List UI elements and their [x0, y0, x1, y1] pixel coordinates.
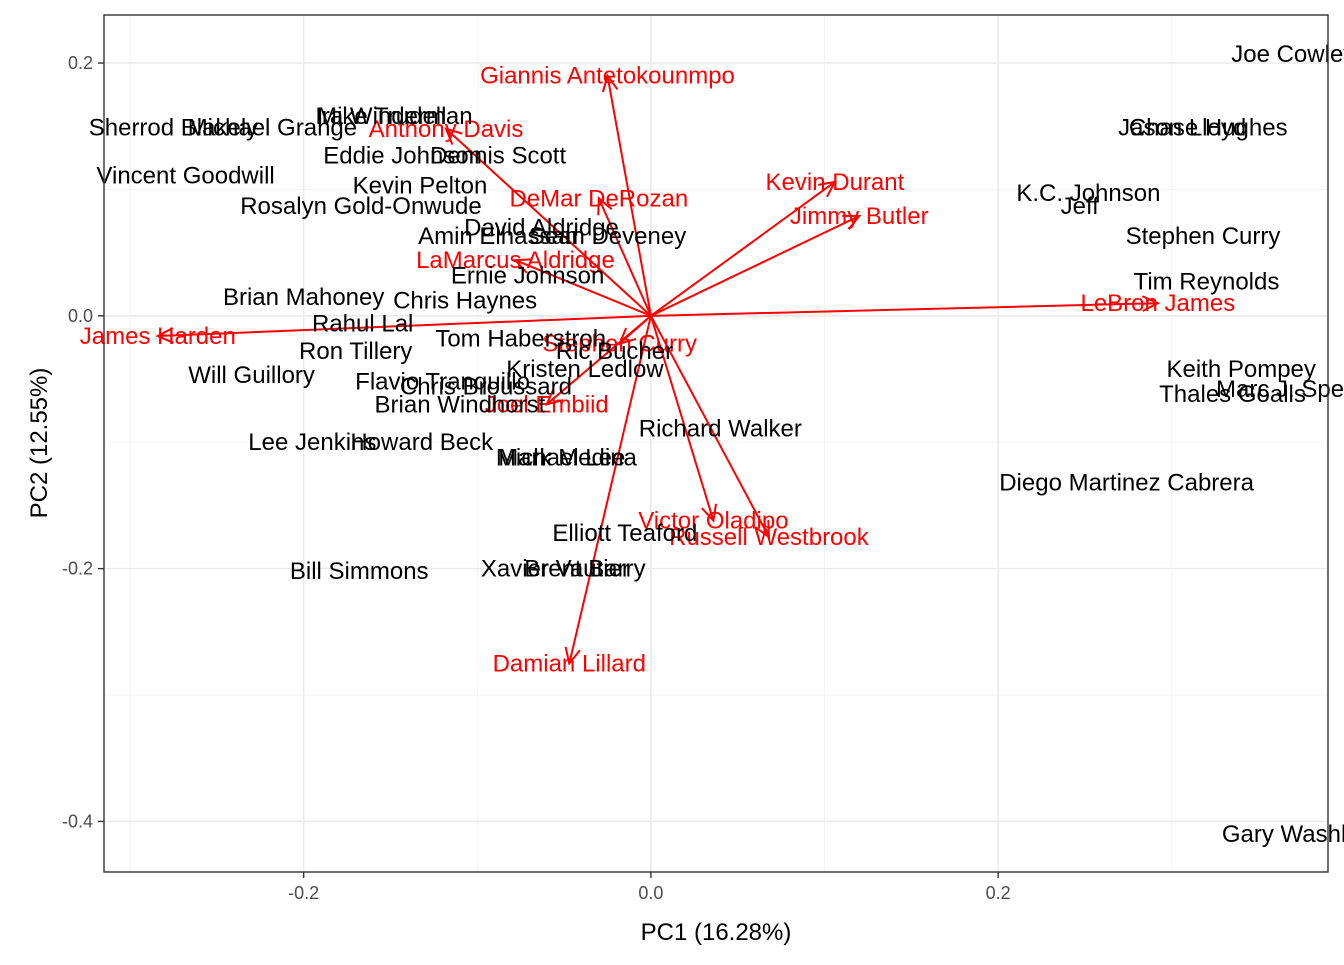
observation-label: Flavio Tranquillo — [355, 369, 530, 396]
loading-arrow — [597, 197, 652, 317]
x-tick-label: -0.2 — [288, 883, 319, 903]
observation-label: Stephen Curry — [1126, 223, 1281, 250]
observation-label: Bill Simmons — [290, 558, 429, 585]
observation-label: Joe Cowley — [1231, 41, 1344, 68]
loading-label: James Harden — [80, 323, 236, 350]
loading-arrowhead — [754, 520, 771, 540]
observation-label: Tim Reynolds — [1134, 269, 1280, 296]
loading-label: Anthony Davis — [369, 116, 524, 143]
loading-arrowhead — [597, 196, 613, 216]
loading-label: Stephen Curry — [542, 331, 697, 358]
observation-label: Kristen Ledlow — [506, 356, 664, 383]
observation-label: Michael Lee — [496, 444, 625, 471]
observation-label: Gary Washburn — [1222, 821, 1344, 848]
observation-label: Vincent Goodwill — [96, 163, 274, 190]
loading-arrow — [606, 75, 652, 317]
observation-label: Ira Winderman — [315, 103, 472, 130]
loading-arrowhead — [544, 388, 564, 406]
loading-arrow — [650, 315, 770, 538]
x-tick-label: 0.0 — [638, 883, 663, 903]
loading-arrows: Giannis Antetokounmpo Anthony Davis Kevin … — [80, 63, 1235, 678]
observation-label: Eddie Johnson — [323, 142, 482, 169]
loading-arrowhead — [601, 73, 619, 93]
loading-arrow — [650, 302, 1158, 317]
observation-label: Jason Lloyd — [1118, 114, 1246, 141]
loading-arrowhead — [444, 127, 463, 145]
observation-label: Mark Medina — [498, 444, 637, 471]
loading-arrowhead — [701, 503, 717, 523]
observation-label: Mike Trudell — [317, 103, 446, 130]
observation-label: Kevin Pelton — [353, 173, 488, 200]
loading-arrowhead — [155, 327, 174, 344]
loading-arrowhead — [564, 646, 581, 666]
loading-label: DeMar DeRozan — [509, 185, 688, 212]
y-tick-label: -0.2 — [62, 559, 93, 579]
observation-label: Ernie Johnson — [451, 262, 604, 289]
loading-label: Russell Westbrook — [669, 524, 870, 551]
observation-label: Ric Bucher — [556, 338, 673, 365]
axis-ticks: -0.2 0.0 0.2 0.2 0.0 -0.2 -0.4 — [62, 53, 1011, 903]
x-tick-label: 0.2 — [986, 883, 1011, 903]
y-tick-label: -0.4 — [62, 811, 93, 831]
loading-arrow — [650, 181, 836, 317]
loading-arrowhead — [513, 258, 533, 274]
observation-label: Rahul Lal — [312, 310, 413, 337]
loading-arrow — [650, 215, 860, 317]
observation-label: Howard Beck — [350, 429, 494, 456]
observation-label: Richard Walker — [639, 415, 802, 442]
observation-label: Sherrod Blakely — [89, 114, 258, 141]
loading-arrow — [649, 315, 715, 521]
loading-arrow — [546, 315, 652, 406]
loading-label: Victor Oladipo — [638, 508, 788, 535]
observation-label: Marc J. Spears — [1216, 376, 1344, 403]
loading-label: Jimmy Butler — [790, 203, 929, 230]
observation-label: Elliott Teaford — [552, 520, 697, 547]
loading-arrowhead — [818, 180, 837, 198]
observation-label: David Aldridge — [464, 214, 619, 241]
loading-arrow — [568, 315, 652, 664]
observation-label: Keith Pompey — [1166, 356, 1315, 383]
observation-label: Lee Jenkins — [248, 429, 376, 456]
panel-border — [103, 14, 1329, 873]
observation-label: Chris Haynes — [393, 288, 537, 315]
loading-label: Joel Embiid — [485, 391, 609, 418]
observation-label: Chris Broussard — [400, 374, 572, 401]
x-axis-title: PC1 (16.28%) — [641, 919, 792, 946]
observation-label: K.C. Johnson — [1016, 180, 1160, 207]
loading-arrowhead — [842, 214, 862, 230]
observation-label: Michael Grange — [188, 114, 357, 141]
observation-label: Dennis Scott — [430, 142, 566, 169]
observation-label: Brian Mahoney — [223, 284, 384, 311]
loading-label: LeBron James — [1080, 290, 1235, 317]
observation-label: Amin Elhassan — [418, 223, 578, 250]
observation-label: Xavier Vautier — [481, 556, 630, 583]
loading-arrow — [445, 128, 652, 317]
y-axis-title: PC2 (12.55%) — [26, 368, 53, 519]
loading-label: Kevin Durant — [766, 169, 905, 196]
observation-label: Sean Deveney — [529, 223, 686, 250]
observation-label: Brian Windhorst — [375, 391, 546, 418]
loading-label: Giannis Antetokounmpo — [480, 63, 735, 90]
y-tick-label: 0.0 — [68, 306, 93, 326]
y-tick-label: 0.2 — [68, 53, 93, 73]
observation-label: Chase Hughes — [1129, 114, 1288, 141]
loading-arrow — [515, 259, 652, 317]
grid-lines — [104, 15, 1328, 872]
observation-label: Brent Barry — [524, 556, 645, 583]
loading-label: Damian Lillard — [493, 650, 646, 677]
observation-label: Ron Tillery — [299, 338, 412, 365]
observation-label: Tom Haberstroh — [435, 326, 606, 353]
loading-label: LaMarcus Aldridge — [416, 247, 615, 274]
loading-arrowhead — [1141, 295, 1161, 312]
observation-label: Jeff — [1061, 193, 1100, 220]
observation-label: Diego Martinez Cabrera — [999, 470, 1254, 497]
observation-label: Rosalyn Gold-Onwude — [240, 193, 481, 220]
loading-arrow — [157, 314, 651, 338]
observation-label: Thales Goalls — [1159, 381, 1306, 408]
observation-label: Will Guillory — [188, 362, 315, 389]
